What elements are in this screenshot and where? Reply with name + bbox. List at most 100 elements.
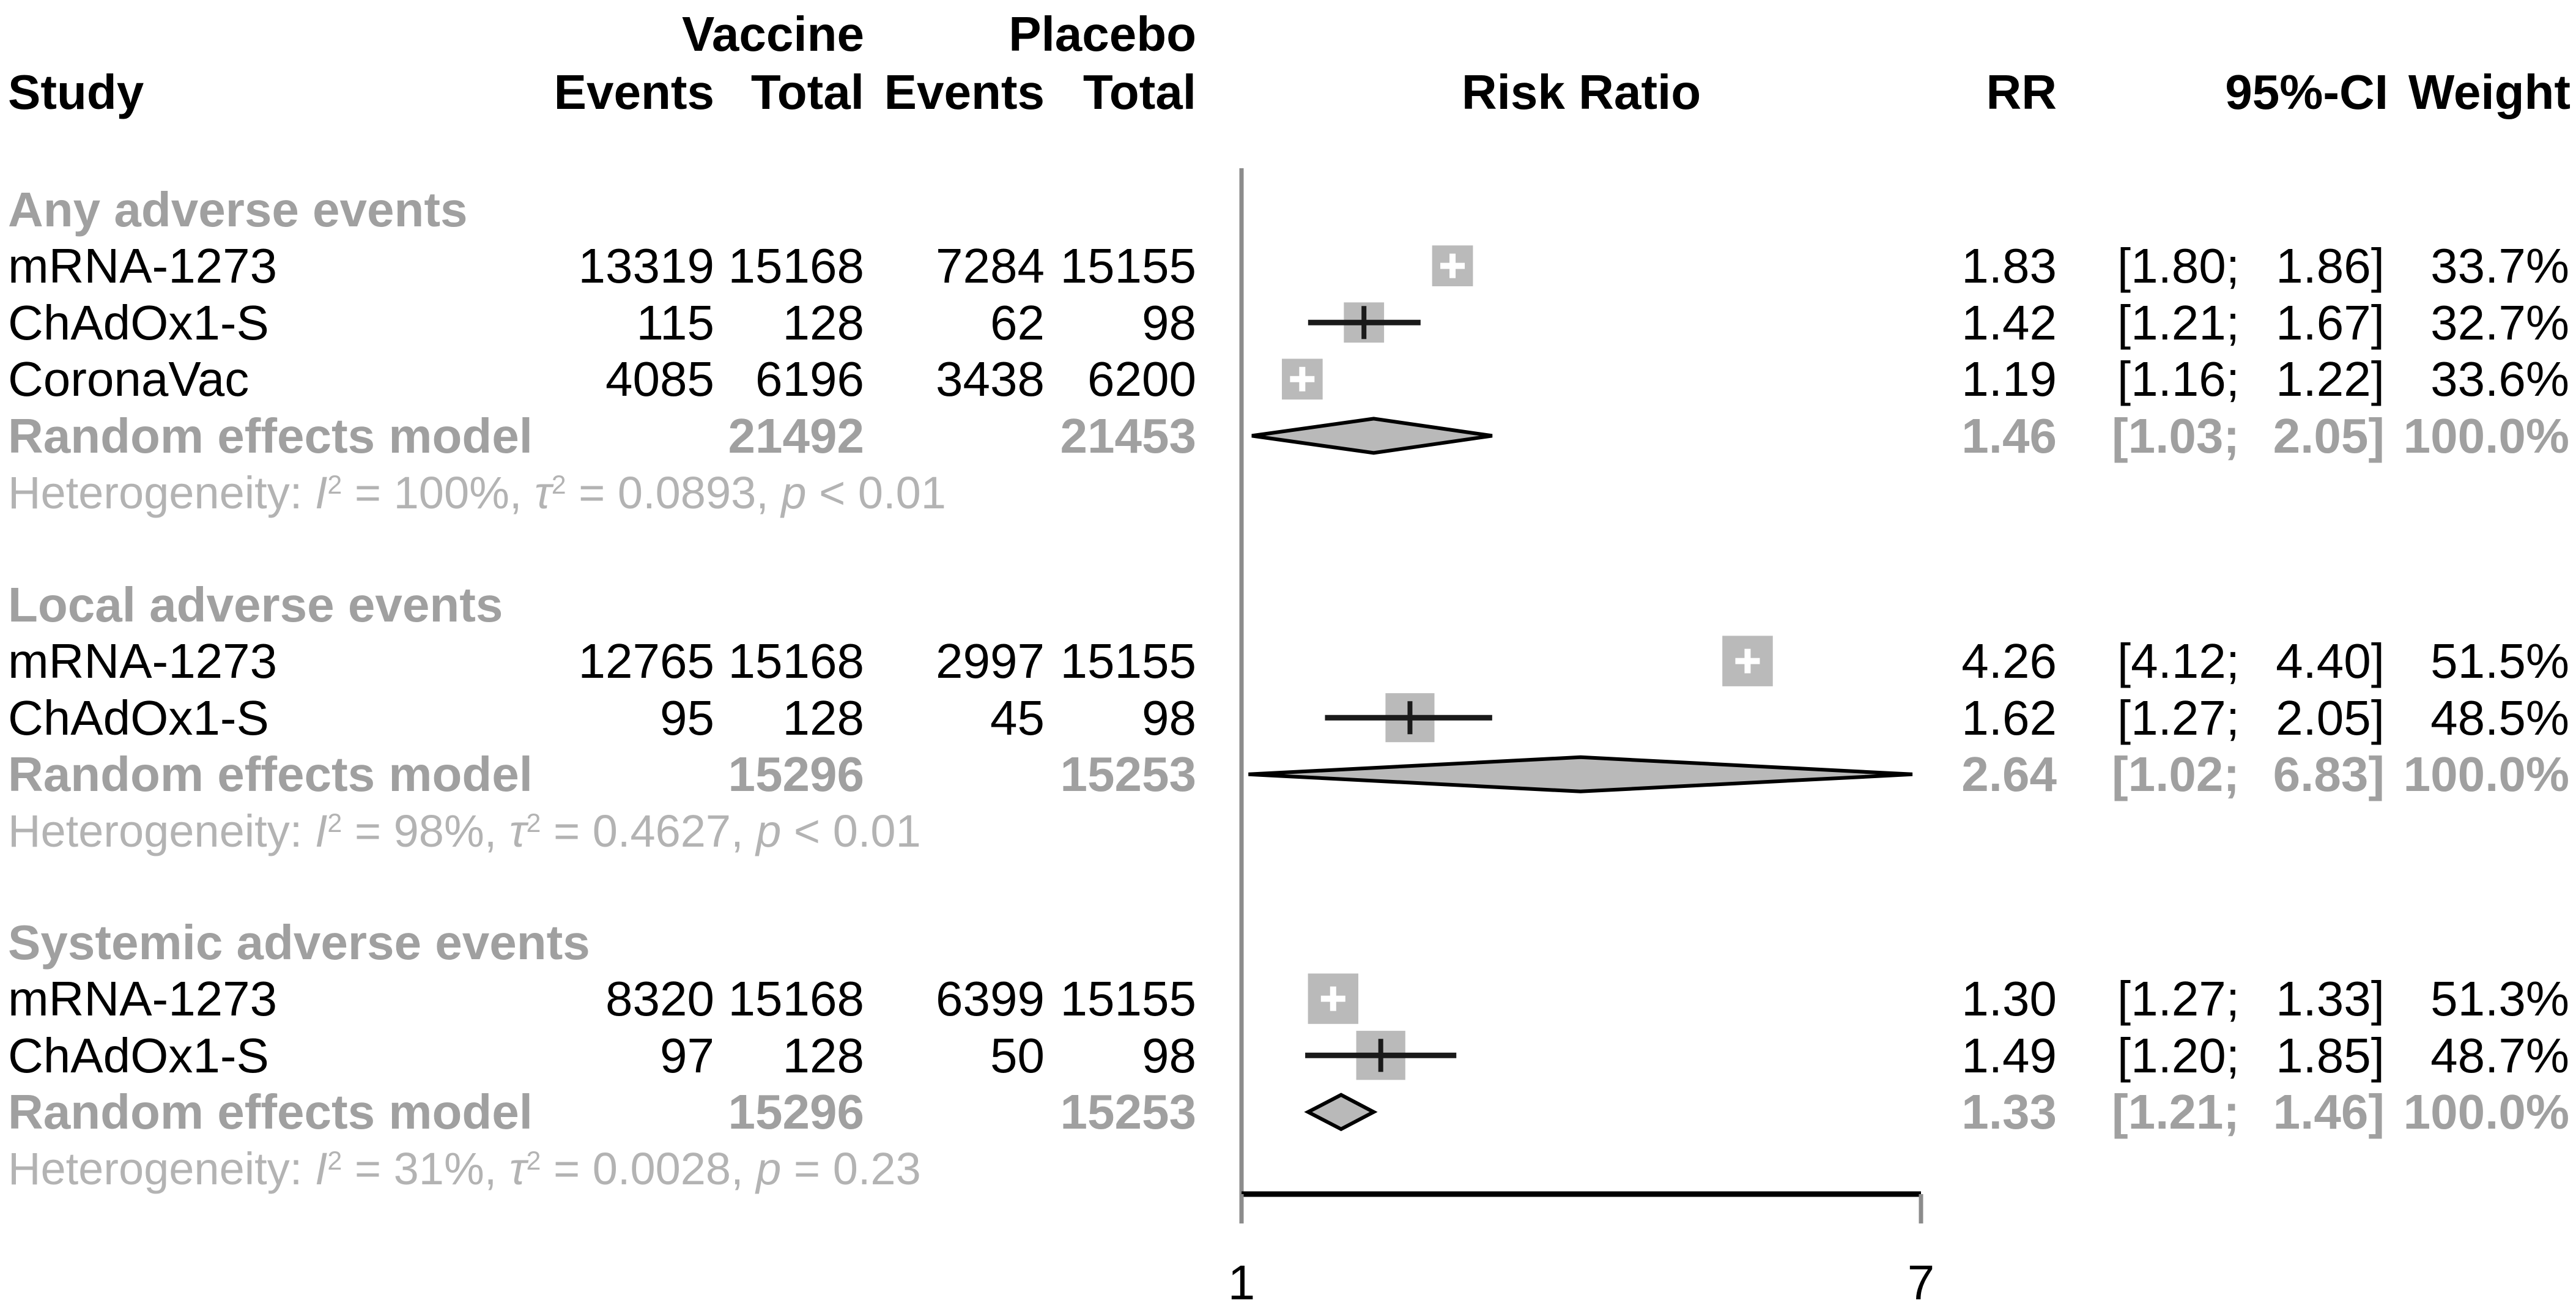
placebo-total-value: 98 (1142, 690, 1196, 745)
heterogeneity-row: Heterogeneity: I2 = 100%, τ2 = 0.0893, p… (0, 464, 2576, 521)
vaccine-total-value: 15168 (728, 634, 864, 689)
weight-column-header: Weight (2408, 65, 2570, 119)
pooled-rr-value: 2.64 (1961, 747, 2057, 802)
pooled-row: Random effects model 15296 15253 2.64 [1.02;… (0, 746, 2576, 803)
weight-value: 48.5% (2430, 690, 2569, 745)
study-column-header: Study (8, 65, 144, 119)
pooled-row: Random effects model 15296 15253 1.33 [1.21;… (0, 1083, 2576, 1140)
heterogeneity-row: Heterogeneity: I2 = 31%, τ2 = 0.0028, p … (0, 1140, 2576, 1197)
heterogeneity-segment: τ (509, 805, 527, 856)
placebo-events-value: 3438 (936, 352, 1045, 407)
study-name: ChAdOx1-S (8, 1028, 269, 1083)
heterogeneity-segment: I (314, 1143, 328, 1194)
placebo-total-column-header: Total (1083, 65, 1196, 119)
pooled-label: Random effects model (8, 747, 533, 802)
rr-value: 1.42 (1961, 295, 2057, 350)
ci-upper-value: 4.40] (2276, 634, 2385, 689)
ci-lower-value: [1.21; (2117, 295, 2240, 350)
study-row: ChAdOx1-S 97 128 50 98 1.49 [1.20; 1.85] 48.7% (0, 1027, 2576, 1084)
pooled-vaccine-total: 15296 (728, 747, 864, 802)
study-row: mRNA-1273 13319 15168 7284 15155 1.83 [1.80; 1.… (0, 237, 2576, 294)
pooled-placebo-total: 15253 (1060, 1085, 1196, 1140)
placebo-total-value: 15155 (1060, 634, 1196, 689)
rr-value: 1.49 (1961, 1028, 2057, 1083)
ci-lower-value: [1.80; (2117, 239, 2240, 294)
placebo-column-group-header: Placebo (1009, 7, 1196, 61)
weight-value: 33.6% (2430, 352, 2569, 407)
vaccine-events-column-header: Events (553, 65, 714, 119)
heterogeneity-segment: I (314, 467, 328, 518)
heterogeneity-segment: τ (535, 467, 552, 518)
rr-value: 1.30 (1961, 971, 2057, 1026)
ci-lower-value: [1.27; (2117, 690, 2240, 745)
heterogeneity-segment: τ (509, 1143, 527, 1194)
heterogeneity-text: Heterogeneity: I2 = 100%, τ2 = 0.0893, p… (8, 464, 946, 521)
placebo-events-value: 6399 (936, 971, 1045, 1026)
placebo-total-value: 15155 (1060, 239, 1196, 294)
study-row: ChAdOx1-S 115 128 62 98 1.42 [1.21; 1.67] 32.7% (0, 294, 2576, 351)
placebo-total-value: 15155 (1060, 971, 1196, 1026)
study-row: mRNA-1273 8320 15168 6399 15155 1.30 [1.27; 1.3… (0, 970, 2576, 1027)
pooled-placebo-total: 21453 (1060, 408, 1196, 463)
vaccine-events-value: 4085 (605, 352, 714, 407)
weight-value: 48.7% (2430, 1028, 2569, 1083)
pooled-weight: 100.0% (2403, 1085, 2569, 1140)
pooled-rr-value: 1.33 (1961, 1085, 2057, 1140)
study-name: mRNA-1273 (8, 634, 278, 689)
ci-lower-value: [1.20; (2117, 1028, 2240, 1083)
heterogeneity-segment: < 0.01 (806, 467, 946, 518)
weight-value: 51.5% (2430, 634, 2569, 689)
heterogeneity-text: Heterogeneity: I2 = 98%, τ2 = 0.4627, p … (8, 803, 921, 859)
vaccine-total-value: 128 (782, 690, 864, 745)
table-header-row-2: Study Events Total Events Total Risk Rat… (0, 64, 2576, 121)
group-title-row: Any adverse events (0, 181, 2576, 238)
vaccine-events-value: 13319 (578, 239, 714, 294)
heterogeneity-segment: p (756, 805, 782, 856)
heterogeneity-segment: = 31%, (342, 1143, 509, 1194)
ci-upper-value: 1.86] (2276, 239, 2385, 294)
pooled-row: Random effects model 21492 21453 1.46 [1.03;… (0, 407, 2576, 464)
vaccine-total-value: 15168 (728, 971, 864, 1026)
vaccine-column-group-header: Vaccine (681, 7, 864, 61)
pooled-weight: 100.0% (2403, 408, 2569, 463)
vaccine-events-value: 12765 (578, 634, 714, 689)
weight-value: 33.7% (2430, 239, 2569, 294)
pooled-label: Random effects model (8, 1085, 533, 1140)
heterogeneity-segment: < 0.01 (781, 805, 921, 856)
placebo-total-value: 6200 (1087, 352, 1196, 407)
vaccine-total-value: 128 (782, 1028, 864, 1083)
heterogeneity-segment: 2 (526, 809, 541, 839)
placebo-events-value: 50 (990, 1028, 1045, 1083)
pooled-label: Random effects model (8, 408, 533, 463)
pooled-ci-lower: [1.21; (2112, 1085, 2240, 1140)
heterogeneity-segment: = 0.0893, (566, 467, 782, 518)
rr-value: 1.19 (1961, 352, 2057, 407)
study-name: ChAdOx1-S (8, 690, 269, 745)
x-axis-tick-label-max: 7 (1907, 1255, 1935, 1310)
ci-upper-value: 2.05] (2276, 690, 2385, 745)
pooled-vaccine-total: 15296 (728, 1085, 864, 1140)
pooled-vaccine-total: 21492 (728, 408, 864, 463)
rr-value: 4.26 (1961, 634, 2057, 689)
study-row: ChAdOx1-S 95 128 45 98 1.62 [1.27; 2.05] 48.5% (0, 689, 2576, 746)
heterogeneity-segment: 2 (551, 470, 566, 500)
vaccine-events-value: 8320 (605, 971, 714, 1026)
pooled-ci-lower: [1.02; (2112, 747, 2240, 802)
heterogeneity-text: Heterogeneity: I2 = 31%, τ2 = 0.0028, p … (8, 1140, 921, 1197)
placebo-events-value: 62 (990, 295, 1045, 350)
vaccine-total-column-header: Total (750, 65, 864, 119)
heterogeneity-segment: 2 (327, 1146, 342, 1176)
rr-column-header: RR (1986, 65, 2057, 119)
ci-lower-value: [1.27; (2117, 971, 2240, 1026)
heterogeneity-segment: = 0.23 (781, 1143, 921, 1194)
heterogeneity-segment: Heterogeneity: (8, 1143, 315, 1194)
group-title-row: Local adverse events (0, 576, 2576, 633)
weight-value: 51.3% (2430, 971, 2569, 1026)
weight-value: 32.7% (2430, 295, 2569, 350)
ci-upper-value: 1.67] (2276, 295, 2385, 350)
heterogeneity-segment: I (314, 805, 328, 856)
pooled-ci-upper: 6.83] (2273, 747, 2385, 802)
heterogeneity-segment: = 0.0028, (541, 1143, 757, 1194)
heterogeneity-segment: p (781, 467, 807, 518)
pooled-rr-value: 1.46 (1961, 408, 2057, 463)
